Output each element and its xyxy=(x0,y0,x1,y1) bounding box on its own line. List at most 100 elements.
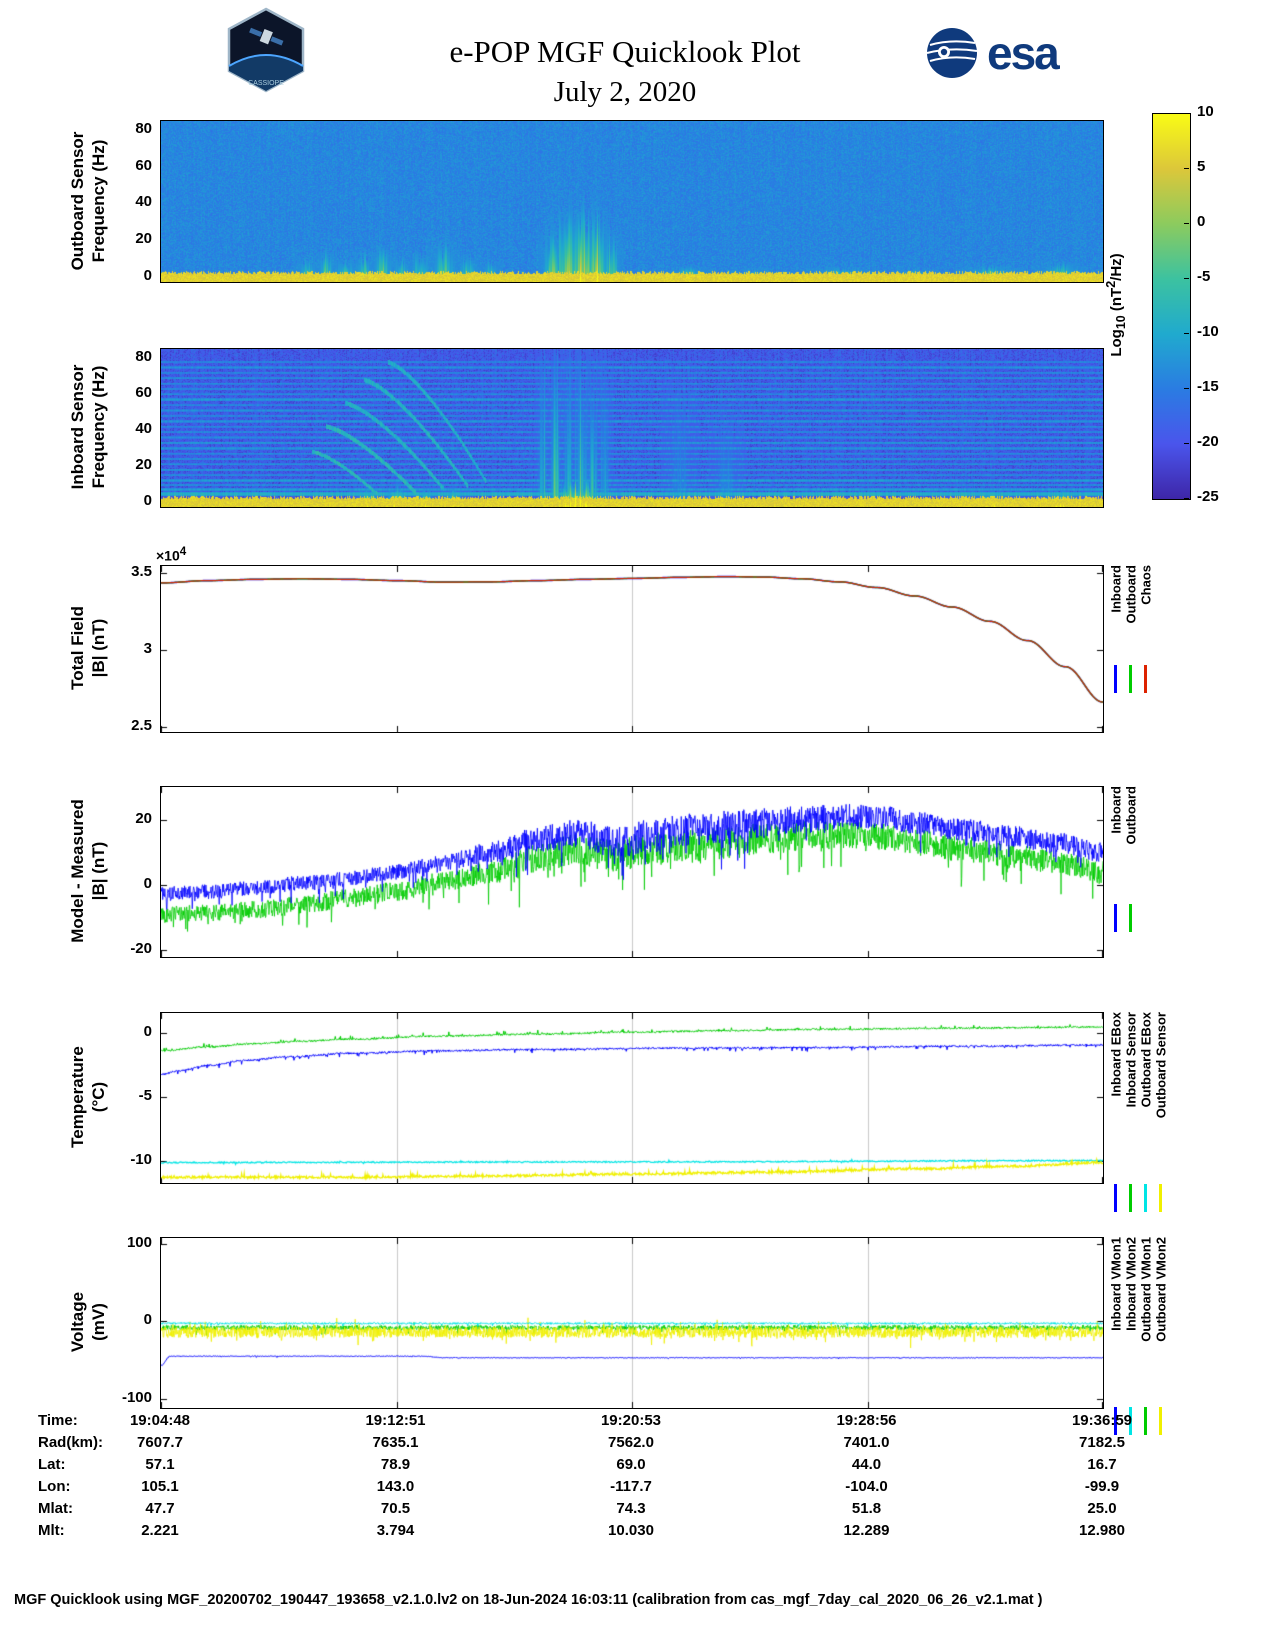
ephemeris-value: 44.0 xyxy=(851,1456,882,1473)
ephemeris-row-label: Lon: xyxy=(38,1478,71,1495)
temperature-legend: Inboard EBox Inboard Sensor Outboard EBox O… xyxy=(1108,1012,1168,1227)
legend-entry: Chaos xyxy=(1138,565,1153,780)
y-tick-label: 60 xyxy=(135,383,152,401)
inboard-spectrogram-canvas xyxy=(160,348,1104,508)
cassiope-logo: CASSIOPE xyxy=(222,6,310,99)
ephemeris-value: 7635.1 xyxy=(372,1434,419,1451)
ephemeris-row-label: Time: xyxy=(38,1412,78,1429)
y-tick-label: -10 xyxy=(130,1151,152,1169)
model-measured-panel xyxy=(160,786,1104,958)
y-tick-label: 100 xyxy=(126,1234,152,1252)
ephemeris-value: 78.9 xyxy=(380,1456,411,1473)
y-tick-label: 40 xyxy=(135,193,152,211)
outboard-spectrogram-panel xyxy=(160,120,1104,283)
ephemeris-row-label: Mlt: xyxy=(38,1522,65,1539)
svg-text:CASSIOPE: CASSIOPE xyxy=(248,80,284,87)
ephemeris-value: 19:04:48 xyxy=(129,1412,191,1429)
ephemeris-value: 69.0 xyxy=(616,1456,646,1473)
ephemeris-value: 19:36:59 xyxy=(1071,1412,1133,1429)
plot-date: July 2, 2020 xyxy=(553,76,697,108)
total-field-canvas xyxy=(160,565,1104,733)
ephemeris-value: -99.9 xyxy=(1084,1478,1120,1495)
model-measured-legend: Inboard Outboard xyxy=(1108,786,1138,1001)
y-tick-label: -100 xyxy=(121,1388,152,1406)
y-tick-label: 0 xyxy=(143,1311,152,1329)
legend-color-swatch xyxy=(1128,1407,1132,1435)
esa-logo: esa xyxy=(925,26,1060,80)
ephemeris-value: 70.5 xyxy=(380,1500,411,1517)
ephemeris-value: 74.3 xyxy=(616,1500,646,1517)
voltage-canvas xyxy=(160,1237,1104,1409)
cassiope-emblem-icon: CASSIOPE xyxy=(227,7,305,93)
ephemeris-value: 16.7 xyxy=(1087,1456,1117,1473)
legend-color-swatch xyxy=(1113,665,1117,693)
ephemeris-value: 7562.0 xyxy=(608,1434,654,1451)
y-tick-label: 3.5 xyxy=(131,562,152,580)
model-measured-canvas xyxy=(160,786,1104,958)
legend-color-swatch xyxy=(1128,904,1132,932)
ephemeris-value: 47.7 xyxy=(145,1500,175,1517)
y-tick-label: 20 xyxy=(135,229,152,247)
page-title: e-POP MGF Quicklook Plot xyxy=(449,34,801,69)
legend-color-swatch xyxy=(1128,1184,1132,1212)
legend-color-swatch xyxy=(1158,1407,1162,1435)
legend-entry: Inboard Sensor xyxy=(1123,1012,1138,1227)
legend-entry: Inboard xyxy=(1108,565,1123,780)
y-tick-label: 0 xyxy=(143,875,152,893)
ephemeris-value: 3.794 xyxy=(376,1522,415,1539)
legend-entry: Outboard VMon2 xyxy=(1153,1237,1168,1452)
legend-color-swatch xyxy=(1158,1184,1162,1212)
y-tick-label: 60 xyxy=(135,156,152,174)
ephemeris-value: 10.030 xyxy=(608,1522,654,1539)
ephemeris-value: 51.8 xyxy=(851,1500,882,1517)
legend-entry: Inboard VMon2 xyxy=(1123,1237,1138,1452)
total-field-panel xyxy=(160,565,1104,733)
total-field-legend: Inboard Outboard Chaos xyxy=(1108,565,1153,780)
y-axis-multiplier: ×104 xyxy=(156,545,187,564)
legend-entry: Outboard EBox xyxy=(1138,1012,1153,1227)
legend-entry: Inboard xyxy=(1108,786,1123,1001)
esa-wordmark: esa xyxy=(987,27,1060,79)
legend-color-swatch xyxy=(1143,665,1147,693)
ephemeris-row-label: Mlat: xyxy=(38,1500,73,1517)
ephemeris-value: 7182.5 xyxy=(1079,1434,1125,1451)
ephemeris-value: 19:28:56 xyxy=(836,1412,897,1429)
ephemeris-row-label: Lat: xyxy=(38,1456,66,1473)
ephemeris-value: -117.7 xyxy=(610,1478,652,1495)
ephemeris-value: 2.221 xyxy=(141,1522,179,1539)
legend-entry: Inboard EBox xyxy=(1108,1012,1123,1227)
ephemeris-value: 7401.0 xyxy=(843,1434,890,1451)
voltage-panel xyxy=(160,1237,1104,1409)
legend-color-swatch xyxy=(1113,1407,1117,1435)
legend-entry: Outboard Sensor xyxy=(1153,1012,1168,1227)
legend-entry: Outboard xyxy=(1123,565,1138,780)
y-tick-label: 2.5 xyxy=(131,716,152,734)
ephemeris-value: 25.0 xyxy=(1087,1500,1117,1517)
y-tick-label: 80 xyxy=(135,347,152,365)
voltage-legend: Inboard VMon1 Inboard VMon2 Outboard VMon1… xyxy=(1108,1237,1168,1452)
esa-emblem-icon xyxy=(926,28,978,78)
legend-color-swatch xyxy=(1143,1407,1147,1435)
temperature-panel xyxy=(160,1012,1104,1184)
legend-entry: Inboard VMon1 xyxy=(1108,1237,1123,1452)
y-tick-label: 40 xyxy=(135,419,152,437)
ephemeris-value: 12.289 xyxy=(843,1522,890,1539)
legend-color-swatch xyxy=(1128,665,1132,693)
ephemeris-value: 57.1 xyxy=(145,1456,175,1473)
ephemeris-row-label: Rad(km): xyxy=(38,1434,104,1451)
ephemeris-value: 143.0 xyxy=(376,1478,415,1495)
temperature-canvas xyxy=(160,1012,1104,1184)
ephemeris-value: 19:12:51 xyxy=(365,1412,426,1429)
y-tick-label: -20 xyxy=(130,940,152,958)
outboard-spectrogram-canvas xyxy=(160,120,1104,283)
y-tick-label: 20 xyxy=(135,809,152,827)
ephemeris-value: 19:20:53 xyxy=(600,1412,662,1429)
ephemeris-value: -104.0 xyxy=(845,1478,888,1495)
ephemeris-value: 12.980 xyxy=(1079,1522,1125,1539)
y-tick-label: 0 xyxy=(143,491,152,509)
legend-entry: Outboard xyxy=(1123,786,1138,1001)
legend-color-swatch xyxy=(1113,1184,1117,1212)
